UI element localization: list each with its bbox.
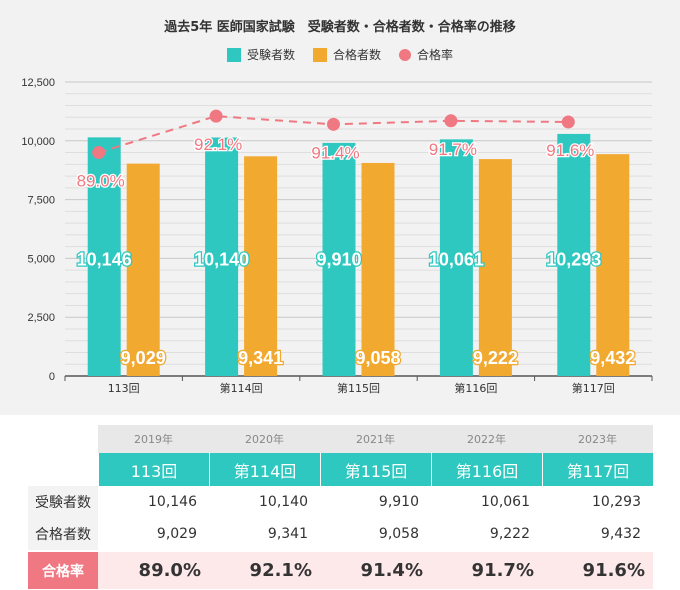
data-label-pass-rate: 91.7% <box>429 140 477 159</box>
pass-rate-point <box>92 146 106 160</box>
data-label-examinees: 10,146 <box>77 249 132 269</box>
examinees-cell: 10,146 <box>148 494 197 510</box>
row-header-pass-rate: 合格率 <box>28 552 98 589</box>
legend-item-examinees: 受験者数 <box>226 46 295 63</box>
data-label-passers: 9,029 <box>121 348 166 368</box>
passers-cell: 9,029 <box>156 526 197 542</box>
legend-label-passers: 合格者数 <box>332 48 381 62</box>
data-label-examinees: 10,140 <box>194 249 249 269</box>
pass-rate-cell: 91.7% <box>431 552 542 589</box>
legend-swatch-passers <box>312 47 327 62</box>
pass-rate-cell: 89.0% <box>98 552 209 589</box>
passers-cell: 9,222 <box>489 526 530 542</box>
data-label-examinees: 10,293 <box>546 249 601 269</box>
exam-cell: 第117回 <box>543 453 653 486</box>
legend-swatch-examinees <box>226 47 241 62</box>
x-tick-label: 第114回 <box>220 381 263 395</box>
y-tick-label: 5,000 <box>27 253 55 265</box>
examinees-cell: 10,293 <box>592 494 641 510</box>
year-cell: 2023年 <box>542 425 653 453</box>
y-tick-label: 2,500 <box>27 312 55 324</box>
x-tick-label: 113回 <box>108 382 140 395</box>
y-tick-label: 7,500 <box>27 195 55 207</box>
row-header-passers: 合格者数 <box>28 518 98 550</box>
y-tick-label: 0 <box>49 371 55 383</box>
bar-passers <box>478 159 512 376</box>
exam-cell: 第114回 <box>210 453 320 486</box>
legend-swatch-pass-rate <box>399 48 411 61</box>
pass-rate-cell: 91.4% <box>320 552 431 589</box>
examinees-cell: 9,910 <box>378 494 419 510</box>
x-tick-label: 第115回 <box>337 381 380 395</box>
x-tick-label: 第117回 <box>572 381 615 395</box>
data-label-examinees: 10,061 <box>429 249 484 269</box>
bar-examinees <box>87 137 121 376</box>
y-tick-label: 12,500 <box>21 77 55 89</box>
data-label-passers: 9,341 <box>238 348 283 368</box>
chart-title: 過去5年 医師国家試験 受験者数・合格者数・合格率の推移 <box>164 20 516 35</box>
examinees-cell: 10,140 <box>259 494 308 510</box>
bar-examinees <box>439 139 473 376</box>
pass-rate-point <box>444 114 458 128</box>
year-cell: 2022年 <box>431 425 542 453</box>
legend-item-pass-rate: 合格率 <box>399 46 453 63</box>
legend-label-pass-rate: 合格率 <box>417 48 454 62</box>
pass-rate-point <box>561 115 575 129</box>
row-header-examinees: 受験者数 <box>28 486 98 518</box>
data-label-pass-rate: 91.6% <box>546 141 594 160</box>
chart-svg: 0 2,500 5,000 7,500 10,000 12,500 113回 第114回 第11… <box>21 77 653 395</box>
examinees-cell: 10,061 <box>481 494 530 510</box>
exam-cell: 第116回 <box>432 453 542 486</box>
exam-cell: 113回 <box>99 453 209 486</box>
data-label-examinees: 9,910 <box>316 249 361 269</box>
legend-item-passers: 合格者数 <box>312 46 381 63</box>
data-label-passers: 9,058 <box>355 348 400 368</box>
data-label-passers: 9,432 <box>590 348 635 368</box>
bar-examinees <box>205 137 239 376</box>
year-cell: 2021年 <box>320 425 431 453</box>
passers-cell: 9,432 <box>600 526 641 542</box>
year-cell: 2019年 <box>98 425 209 453</box>
pass-rate-cell: 91.6% <box>542 552 653 589</box>
bar-examinees <box>557 133 591 376</box>
data-label-passers: 9,222 <box>473 348 518 368</box>
pass-rate-cell: 92.1% <box>209 552 320 589</box>
pass-rate-point <box>209 109 223 123</box>
data-label-pass-rate: 91.4% <box>311 143 359 162</box>
x-tick-label: 第116回 <box>454 381 497 395</box>
year-cell: 2020年 <box>209 425 320 453</box>
bar-passers <box>244 156 278 376</box>
data-label-pass-rate: 89.0% <box>77 172 125 191</box>
legend: 受験者数 合格者数 合格率 <box>0 46 680 63</box>
chart-panel: 過去5年 医師国家試験 受験者数・合格者数・合格率の推移 受験者数 合格者数 合… <box>0 0 680 415</box>
bar-passers <box>361 162 395 376</box>
bar-passers <box>126 163 160 376</box>
data-label-pass-rate: 92.1% <box>194 135 242 154</box>
exam-cell: 第115回 <box>321 453 431 486</box>
legend-label-examinees: 受験者数 <box>246 48 295 62</box>
bar-passers <box>596 154 630 376</box>
y-tick-label: 10,000 <box>21 136 55 148</box>
data-table: 受験者数 合格者数 合格率 2019年 113回 10,146 9,029 89.0% 2020… <box>0 425 680 590</box>
passers-cell: 9,341 <box>267 526 308 542</box>
passers-cell: 9,058 <box>378 526 419 542</box>
bar-examinees <box>322 142 356 376</box>
pass-rate-point <box>327 117 340 131</box>
